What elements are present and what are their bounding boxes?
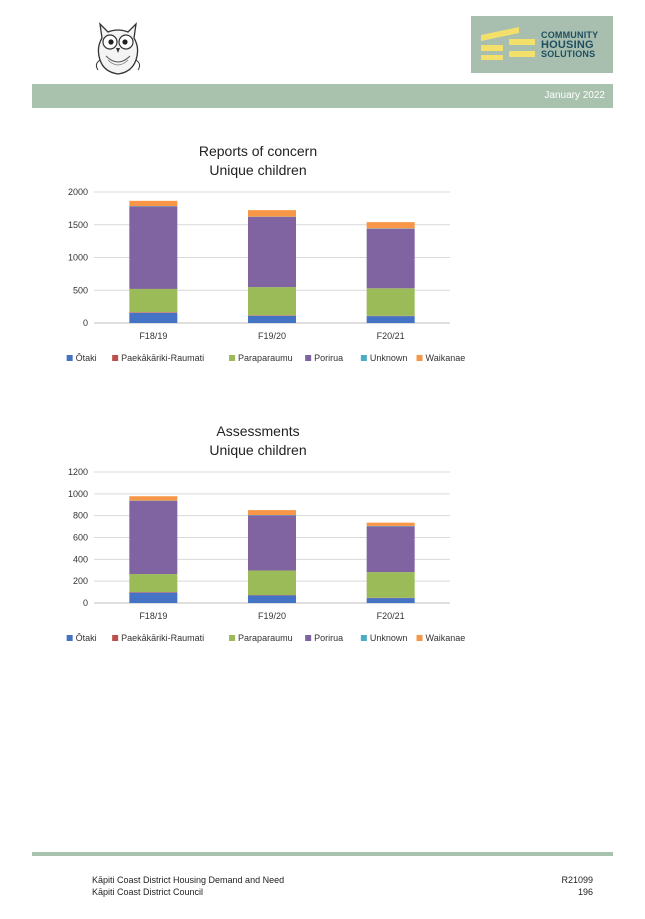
- legend-label-paekakariki-raumati: Paekākāriki-Raumati: [121, 353, 204, 363]
- legend-swatch-unknown: [360, 355, 367, 361]
- report-title: Kāpiti Coast District Housing Demand and…: [92, 875, 285, 885]
- legend-swatch-porirua: [305, 635, 312, 641]
- bar-segment-paekakariki-raumati: [129, 592, 178, 593]
- bar-segment-porirua: [248, 217, 296, 288]
- y-tick-label: 1500: [68, 220, 88, 230]
- footer-band: [32, 852, 613, 856]
- legend-label-waikanae: Waikanae: [426, 353, 466, 363]
- x-tick-label: F20/21: [377, 611, 405, 621]
- legend-swatch-paraparaumu: [229, 635, 236, 641]
- client-name: Kāpiti Coast District Council: [92, 887, 204, 897]
- assessments-chart: Assessments Unique children 0 200 400 600 80…: [48, 420, 468, 650]
- bar-segment-porirua: [366, 526, 415, 573]
- legend-label-paraparaumu: Paraparaumu: [238, 353, 293, 363]
- reports-of-concern-chart: Reports of concern Unique children 0 500 1…: [48, 140, 468, 370]
- bar-segment-paraparaumu: [248, 287, 296, 316]
- legend-swatch-waikanae: [416, 635, 423, 641]
- bar-segment-waikanae: [248, 510, 296, 516]
- chart-plot: 0 200 400 600 800 1000 1200 F18/19 F19/20 F20/21 Ō…: [66, 467, 466, 643]
- legend-label-paekakariki-raumati: Paekākāriki-Raumati: [121, 633, 204, 643]
- legend-swatch-waikanae: [416, 355, 423, 361]
- x-tick-label: F19/20: [258, 331, 286, 341]
- legend-swatch-unknown: [360, 635, 367, 641]
- header-date: January 2022: [544, 90, 605, 101]
- bar-segment-waikanae: [129, 200, 178, 207]
- legend-label-porirua: Porirua: [314, 353, 343, 363]
- x-tick-label: F18/19: [139, 611, 167, 621]
- legend-label-otaki: Ōtaki: [76, 633, 97, 643]
- y-tick-label: 1000: [68, 253, 88, 263]
- chart-title: Assessments Unique children: [209, 423, 307, 458]
- header-band: January 2022: [32, 84, 613, 108]
- footer-left: Kāpiti Coast District Housing Demand and…: [92, 874, 284, 898]
- bar-segment-waikanae: [248, 210, 296, 217]
- page-number: 196: [577, 887, 593, 897]
- legend: Ōtaki Paekākāriki-Raumati Paraparaumu Porir…: [66, 633, 466, 643]
- logo-wordmark: COMMUNITY HOUSING SOLUTIONS: [541, 30, 599, 59]
- legend-swatch-otaki: [66, 635, 73, 641]
- legend-label-paraparaumu: Paraparaumu: [238, 633, 293, 643]
- legend-label-porirua: Porirua: [314, 633, 343, 643]
- legend-label-waikanae: Waikanae: [426, 633, 466, 643]
- y-tick-label: 2000: [68, 187, 88, 197]
- legend-swatch-paekakariki-raumati: [112, 355, 119, 361]
- legend-label-unknown: Unknown: [370, 633, 408, 643]
- x-tick-label: F19/20: [258, 611, 286, 621]
- chart-title: Reports of concern Unique children: [198, 143, 318, 178]
- y-tick-label: 400: [73, 554, 88, 564]
- bar-segment-otaki: [366, 316, 415, 323]
- bar-segment-paekakariki-raumati: [129, 312, 178, 313]
- footer-right: R21099 196: [561, 874, 593, 898]
- bar-segment-otaki: [129, 592, 178, 603]
- house-stripes-icon: [481, 27, 535, 60]
- report-code: R21099: [561, 875, 593, 885]
- community-housing-solutions-logo: COMMUNITY HOUSING SOLUTIONS: [471, 16, 613, 73]
- bar-segment-paraparaumu: [248, 570, 296, 596]
- legend-label-unknown: Unknown: [370, 353, 408, 363]
- x-tick-label: F18/19: [139, 331, 167, 341]
- owl-logo-icon: [95, 22, 141, 75]
- x-tick-label: F20/21: [377, 331, 405, 341]
- bar-segment-paraparaumu: [366, 288, 415, 316]
- bar-segment-paraparaumu: [129, 288, 178, 313]
- bar-segment-paekakariki-raumati: [248, 315, 296, 316]
- y-tick-label: 1000: [68, 489, 88, 499]
- bar-segment-waikanae: [129, 496, 178, 501]
- bar-segment-paraparaumu: [129, 574, 178, 593]
- y-tick-label: 200: [73, 576, 88, 586]
- bar-segment-otaki: [366, 598, 415, 603]
- bar-segment-porirua: [248, 515, 296, 571]
- bar-segment-otaki: [129, 312, 178, 323]
- bar-segment-porirua: [129, 500, 178, 575]
- y-tick-label: 0: [83, 318, 88, 328]
- bar-segment-porirua: [366, 228, 415, 289]
- bar-segment-waikanae: [366, 222, 415, 229]
- y-tick-label: 600: [73, 533, 88, 543]
- y-tick-label: 1200: [68, 467, 88, 477]
- y-tick-label: 800: [73, 511, 88, 521]
- bar-segment-waikanae: [366, 522, 415, 526]
- legend-swatch-paraparaumu: [229, 355, 236, 361]
- y-tick-label: 0: [83, 598, 88, 608]
- legend-swatch-porirua: [305, 355, 312, 361]
- bar-segment-porirua: [129, 206, 178, 289]
- y-tick-label: 500: [73, 285, 88, 295]
- bar-segment-otaki: [248, 595, 296, 603]
- legend-label-otaki: Ōtaki: [76, 353, 97, 363]
- bar-segment-paraparaumu: [366, 572, 415, 598]
- legend-swatch-otaki: [66, 355, 73, 361]
- chart-plot: 0 500 1000 1500 2000 F18/19 F19/20 F20/21 Ōtaki P…: [66, 187, 466, 363]
- bar-segment-otaki: [248, 315, 296, 323]
- legend: Ōtaki Paekākāriki-Raumati Paraparaumu Porir…: [66, 353, 466, 363]
- legend-swatch-paekakariki-raumati: [112, 635, 119, 641]
